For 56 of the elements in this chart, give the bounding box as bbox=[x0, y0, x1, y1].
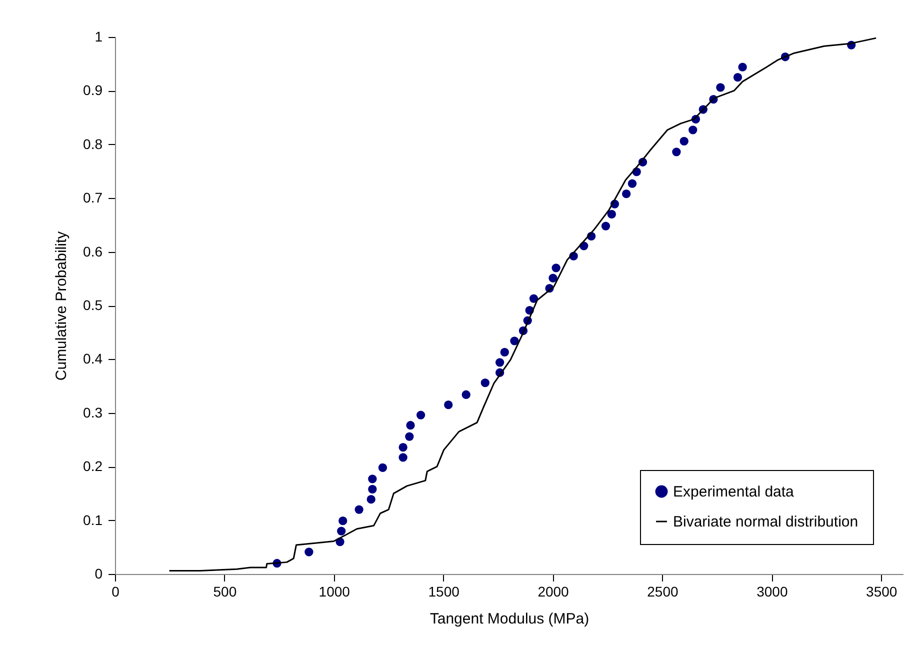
point bbox=[416, 410, 426, 420]
y-tick-label: 0.6 bbox=[83, 243, 103, 260]
y-tick-label: 0.9 bbox=[83, 82, 103, 98]
point bbox=[338, 516, 348, 526]
y-tick-label: 0.1 bbox=[83, 512, 103, 528]
y-tick-label: 0.2 bbox=[83, 458, 103, 474]
point bbox=[548, 274, 558, 282]
point bbox=[672, 148, 681, 156]
point bbox=[688, 126, 698, 134]
point bbox=[406, 420, 415, 430]
legend-label: Bivariate normal distribution bbox=[673, 514, 858, 530]
x-tick-label: 1000 bbox=[318, 584, 350, 600]
y-tick-label: 0 bbox=[94, 566, 103, 582]
x-tick-label: 3000 bbox=[756, 584, 788, 600]
y-axis-title: Cumulative Probability bbox=[53, 230, 70, 381]
point bbox=[500, 348, 509, 357]
point bbox=[495, 358, 504, 367]
x-tick-label: 500 bbox=[213, 584, 237, 600]
y-tick-label: 0.8 bbox=[83, 136, 103, 152]
x-tick-label: 3500 bbox=[866, 584, 898, 600]
y-tick-label: 0.7 bbox=[83, 190, 103, 206]
point bbox=[738, 62, 747, 72]
point bbox=[366, 495, 376, 504]
point bbox=[733, 72, 742, 82]
point bbox=[378, 463, 388, 472]
x-axis-title: Tangent Modulus (MPa) bbox=[430, 610, 590, 628]
point bbox=[480, 378, 490, 388]
point bbox=[444, 400, 453, 410]
point bbox=[529, 294, 538, 303]
x-tick-label: 2500 bbox=[647, 584, 679, 600]
point bbox=[552, 264, 560, 272]
point bbox=[398, 453, 408, 462]
point bbox=[405, 432, 414, 441]
point bbox=[680, 136, 688, 146]
y-tick-label: 0.3 bbox=[83, 404, 103, 420]
line-series bbox=[168, 37, 877, 572]
y-tick-label: 1 bbox=[94, 28, 103, 44]
x-tick-label: 1500 bbox=[428, 584, 460, 600]
point bbox=[607, 210, 616, 219]
point bbox=[716, 83, 725, 92]
point bbox=[337, 526, 346, 536]
legend-label: Experimental data bbox=[673, 484, 795, 500]
point bbox=[368, 474, 377, 484]
point bbox=[510, 336, 519, 346]
point bbox=[628, 179, 637, 188]
y-tick-label: 0.5 bbox=[83, 297, 103, 313]
x-tick-label: 2000 bbox=[538, 584, 570, 600]
y-tick-label: 0.4 bbox=[83, 350, 103, 367]
point bbox=[354, 505, 364, 514]
point bbox=[398, 442, 408, 452]
point bbox=[304, 548, 314, 556]
x-tick-label: 0 bbox=[112, 584, 120, 600]
point bbox=[601, 222, 610, 230]
point bbox=[368, 484, 377, 494]
point bbox=[622, 189, 631, 198]
point bbox=[462, 390, 470, 399]
